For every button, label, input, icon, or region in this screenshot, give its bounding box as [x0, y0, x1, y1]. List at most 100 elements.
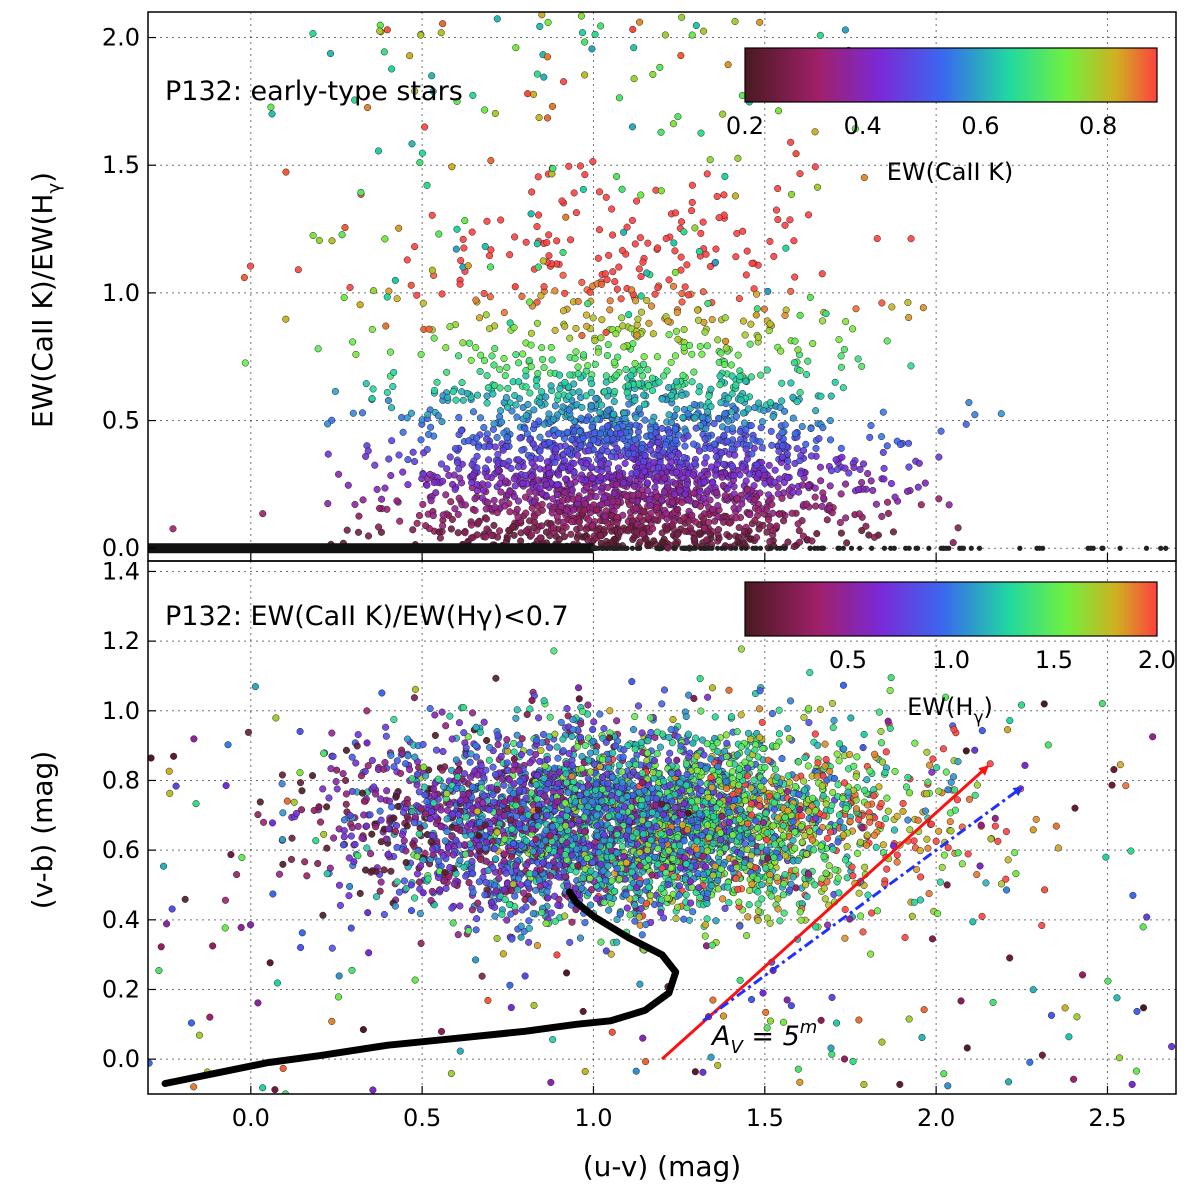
top-data-point: [647, 302, 656, 310]
top-data-point: [617, 295, 625, 303]
bottom-data-point: [485, 756, 493, 764]
top-data-point: [390, 368, 398, 376]
top-data-point: [608, 527, 616, 535]
top-data-point: [351, 96, 359, 104]
top-zero-point: [1040, 545, 1046, 551]
top-data-point: [473, 434, 481, 442]
top-data-point: [690, 368, 698, 376]
bottom-data-point: [843, 842, 851, 851]
top-data-point: [502, 394, 510, 402]
top-data-point: [524, 400, 532, 408]
top-data-point: [837, 490, 845, 498]
top-data-point: [631, 240, 639, 248]
top-data-point: [522, 238, 530, 246]
top-zero-point: [672, 545, 678, 551]
top-data-point: [891, 493, 899, 501]
bottom-data-point: [867, 950, 875, 958]
top-data-point: [636, 538, 644, 546]
top-data-point: [763, 366, 771, 374]
bottom-data-point: [737, 711, 745, 719]
top-zero-point: [891, 545, 897, 551]
top-data-point: [688, 350, 696, 358]
top-data-point: [526, 298, 534, 306]
bottom-data-point: [441, 763, 449, 771]
top-data-point: [411, 87, 419, 95]
bottom-data-point: [376, 807, 384, 815]
bottom-data-point: [392, 821, 401, 830]
top-data-point: [483, 217, 491, 225]
top-data-point: [588, 522, 596, 530]
top-data-point: [726, 519, 734, 527]
top-data-point: [849, 325, 857, 333]
bottom-data-point: [352, 759, 360, 767]
top-data-point: [570, 506, 578, 514]
top-data-point: [513, 413, 521, 421]
top-data-point: [486, 263, 495, 271]
bottom-data-point: [339, 770, 347, 778]
bottom-data-point: [328, 944, 336, 952]
bottom-data-point: [754, 900, 762, 908]
top-data-point: [752, 290, 761, 298]
top-data-point: [733, 495, 741, 503]
bottom-data-point: [881, 815, 890, 823]
bottom-data-point: [526, 748, 534, 756]
top-data-point: [784, 538, 792, 546]
top-data-point: [734, 351, 742, 359]
top-data-point: [596, 430, 604, 438]
top-data-point: [765, 461, 773, 469]
bottom-data-point: [668, 739, 676, 747]
top-zero-point: [624, 545, 630, 551]
top-data-point: [600, 493, 608, 502]
top-data-point: [538, 355, 547, 363]
top-data-point: [753, 461, 761, 469]
top-data-point: [606, 297, 614, 305]
top-data-point: [665, 383, 673, 392]
top-data-point: [453, 459, 462, 467]
top-data-point: [620, 228, 628, 236]
top-data-point: [701, 435, 709, 443]
top-data-point: [461, 501, 469, 509]
top-data-point: [461, 529, 469, 537]
top-data-point: [588, 45, 596, 53]
top-data-point: [393, 497, 401, 505]
top-data-point: [526, 389, 534, 397]
top-data-point: [519, 350, 527, 358]
bottom-data-point: [778, 754, 786, 763]
top-data-point: [674, 505, 682, 513]
top-data-point: [555, 471, 563, 479]
bottom-data-point: [342, 800, 350, 808]
bottom-data-point: [372, 790, 380, 798]
top-data-point: [458, 388, 466, 396]
top-data-point: [592, 493, 600, 501]
top-data-point: [483, 525, 491, 533]
top-zero-point: [728, 545, 735, 551]
top-data-point: [696, 502, 704, 510]
top-data-point: [509, 523, 517, 531]
top-data-point: [581, 171, 589, 179]
top-data-point: [491, 443, 499, 451]
top-data-point: [584, 536, 592, 544]
top-data-point: [663, 525, 671, 533]
top-data-point: [587, 463, 595, 471]
top-data-point: [712, 471, 720, 479]
top-data-point: [511, 283, 519, 291]
top-data-point: [811, 163, 819, 171]
top-data-point: [841, 26, 849, 34]
top-data-point: [774, 215, 782, 224]
top-data-point: [482, 505, 490, 513]
top-data-point: [404, 481, 412, 489]
bottom-data-point: [697, 707, 705, 715]
top-data-point: [417, 350, 425, 358]
top-data-point: [623, 389, 631, 397]
top-data-point: [714, 526, 723, 534]
top-data-point: [602, 193, 610, 201]
top-data-point: [453, 225, 461, 233]
top-zero-point: [913, 545, 919, 551]
top-data-point: [672, 437, 680, 445]
top-data-point: [949, 539, 957, 547]
top-data-point: [574, 494, 582, 503]
top-data-point: [841, 464, 849, 472]
top-data-point: [530, 406, 538, 414]
bottom-data-point: [835, 889, 843, 897]
top-data-point: [714, 336, 722, 344]
